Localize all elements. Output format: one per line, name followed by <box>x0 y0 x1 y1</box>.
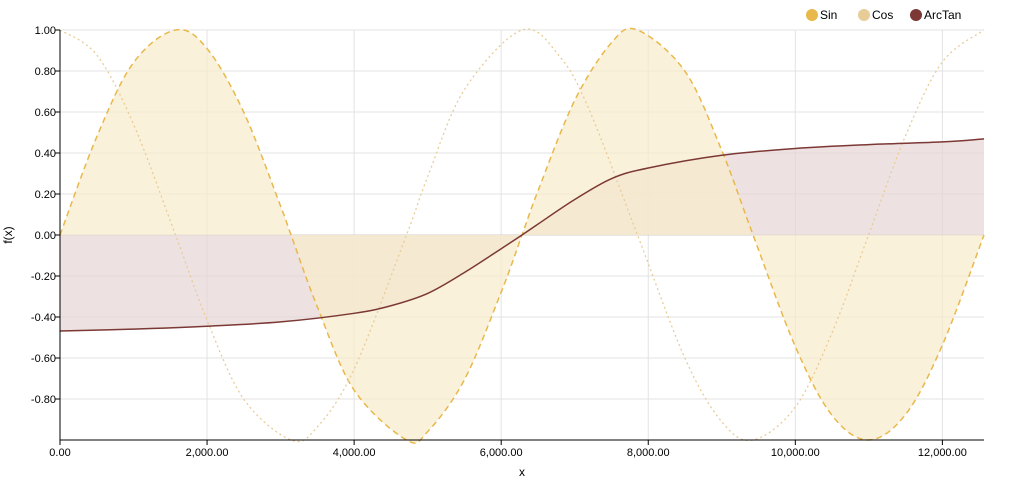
y-tick-label: -0.20 <box>31 271 56 283</box>
legend-label-sin[interactable]: Sin <box>820 8 837 22</box>
legend: Sin Cos ArcTan <box>806 8 961 22</box>
x-tick-label: 0.00 <box>49 447 70 459</box>
series-areas <box>60 28 984 444</box>
x-tick-label: 4,000.00 <box>333 447 376 459</box>
series-line-sin <box>59 27 985 444</box>
y-tick-label: 0.00 <box>35 230 56 242</box>
legend-swatch-cos[interactable] <box>858 9 870 21</box>
y-tick-label: -0.40 <box>31 312 56 324</box>
y-tick-label: 0.20 <box>35 189 56 201</box>
x-tick-label: 10,000.00 <box>771 447 820 459</box>
legend-swatch-sin[interactable] <box>806 9 818 21</box>
legend-swatch-arctan[interactable] <box>910 9 922 21</box>
tick-labels: 1.00 0.80 0.60 0.40 0.20 0.00 -0.20 -0.40 -0.60 -… <box>31 25 967 459</box>
x-tick-label: 8,000.00 <box>627 447 670 459</box>
legend-label-cos[interactable]: Cos <box>872 8 893 22</box>
series-line-arctan <box>59 138 985 332</box>
y-tick-label: 0.40 <box>35 148 56 160</box>
y-tick-label: -0.80 <box>31 394 56 406</box>
series-lines <box>59 27 985 444</box>
area-sin <box>60 28 984 444</box>
y-tick-label: -0.60 <box>31 353 56 365</box>
x-tick-label: 6,000.00 <box>480 447 523 459</box>
area-arctan <box>60 138 984 331</box>
y-tick-label: 0.60 <box>35 107 56 119</box>
x-tick-label: 2,000.00 <box>186 447 229 459</box>
y-tick-label: 0.80 <box>35 66 56 78</box>
y-axis-label: f(x) <box>1 226 15 243</box>
y-tick-label: 1.00 <box>35 25 56 37</box>
x-tick-label: 12,000.00 <box>918 447 967 459</box>
legend-label-arctan[interactable]: ArcTan <box>924 8 961 22</box>
x-axis-label: x <box>519 465 525 479</box>
